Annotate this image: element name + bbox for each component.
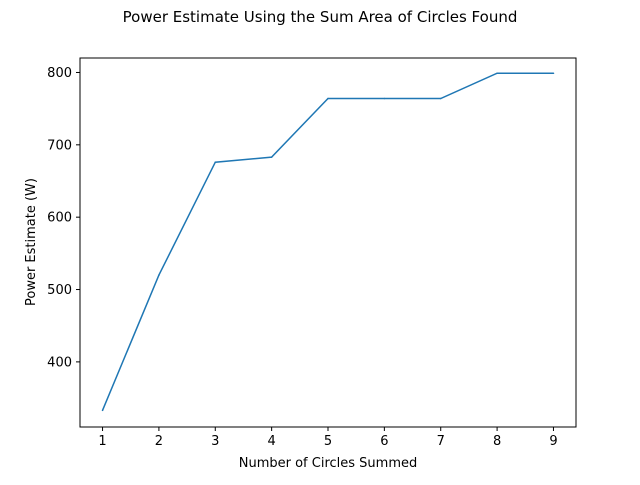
x-tick-label: 8: [493, 434, 501, 449]
data-point: [158, 274, 160, 276]
x-axis-ticks: 1 2 3 4 5 6 7 8 9: [98, 427, 558, 449]
data-point: [439, 97, 442, 100]
data-point: [496, 72, 498, 74]
y-axis-ticks: 400 500 600 700 800: [47, 66, 80, 370]
y-axis-label: Power Estimate (W): [24, 178, 39, 306]
y-tick-label: 700: [47, 138, 72, 153]
series-points: [101, 72, 555, 412]
y-tick-label: 400: [47, 355, 72, 370]
data-point: [383, 97, 386, 100]
x-tick-label: 1: [98, 434, 106, 449]
data-point: [270, 156, 273, 158]
series-line: [101, 72, 554, 411]
data-point: [327, 97, 329, 100]
x-tick-label: 3: [211, 434, 219, 449]
x-tick-label: 9: [549, 434, 557, 449]
x-tick-label: 7: [437, 434, 445, 449]
chart-title: Power Estimate Using the Sum Area of Cir…: [123, 8, 518, 26]
x-tick-label: 6: [380, 434, 388, 449]
x-tick-label: 2: [155, 434, 163, 449]
data-point: [101, 409, 104, 412]
y-tick-label: 500: [47, 283, 72, 298]
y-tick-label: 600: [47, 211, 72, 226]
plot-area-frame: [79, 57, 577, 428]
data-point: [214, 161, 217, 163]
x-tick-label: 5: [324, 434, 332, 449]
y-tick-label: 800: [47, 66, 72, 81]
x-axis-label: Number of Circles Summed: [239, 456, 418, 471]
x-tick-label: 4: [267, 434, 275, 449]
data-point: [552, 72, 555, 74]
